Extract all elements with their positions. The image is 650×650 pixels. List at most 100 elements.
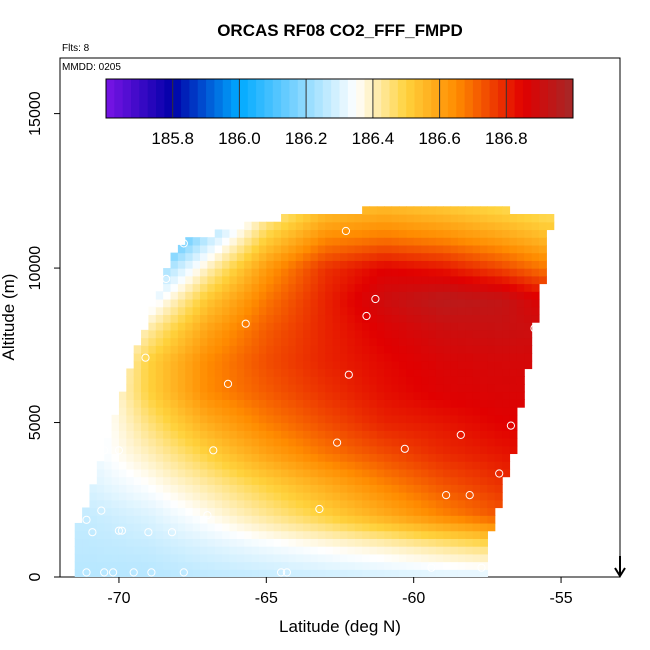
heatmap-cell: [421, 530, 430, 539]
heatmap-cell: [222, 422, 231, 431]
heatmap-cell: [398, 399, 407, 408]
heatmap-cell: [347, 360, 356, 370]
heatmap-cell: [111, 530, 120, 539]
heatmap-cell: [222, 260, 231, 269]
heatmap-cell: [362, 391, 371, 400]
heatmap-cell: [406, 430, 415, 439]
heatmap-cell: [398, 437, 407, 447]
heatmap-cell: [185, 298, 194, 308]
heatmap-cell: [465, 476, 474, 485]
heatmap-cell: [295, 275, 304, 285]
heatmap-cell: [480, 569, 488, 577]
heatmap-cell: [487, 422, 496, 431]
heatmap-cell: [428, 430, 437, 439]
heatmap-cell: [229, 237, 238, 246]
heatmap-cell: [376, 430, 385, 439]
heatmap-cell: [376, 437, 385, 447]
heatmap-cell: [457, 368, 466, 377]
heatmap-cell: [96, 522, 105, 532]
heatmap-cell: [163, 391, 172, 400]
heatmap-cell: [177, 329, 186, 339]
heatmap-cell: [398, 383, 407, 393]
heatmap-cell: [214, 244, 223, 254]
heatmap-cell: [421, 322, 430, 331]
heatmap-cell: [74, 538, 83, 547]
heatmap-cell: [244, 553, 253, 563]
heatmap-cell: [354, 345, 363, 354]
heatmap-cell: [244, 546, 253, 555]
heatmap-cell: [104, 461, 113, 470]
heatmap-cell: [421, 306, 430, 316]
heatmap-cell: [406, 445, 415, 455]
heatmap-cell: [177, 569, 186, 577]
heatmap-cell: [207, 546, 216, 555]
heatmap-cell: [82, 522, 91, 532]
heatmap-cell: [443, 437, 452, 447]
heatmap-cell: [347, 244, 356, 254]
heatmap-cell: [391, 476, 400, 485]
heatmap-cell: [472, 507, 481, 516]
heatmap-cell: [317, 569, 326, 577]
heatmap-cell: [531, 260, 540, 269]
heatmap-cell: [480, 221, 488, 231]
heatmap-cell: [384, 515, 393, 524]
heatmap-cell: [332, 229, 341, 238]
heatmap-cell: [362, 260, 371, 269]
heatmap-cell: [163, 499, 172, 509]
heatmap-cell: [347, 291, 356, 300]
heatmap-cell: [421, 561, 430, 570]
heatmap-cell: [303, 522, 312, 532]
heatmap-cell: [185, 553, 194, 563]
heatmap-cell: [406, 237, 415, 246]
heatmap-cell: [428, 353, 437, 362]
sample-point: [144, 528, 153, 537]
heatmap-cell: [369, 337, 378, 346]
heatmap-cell: [465, 322, 474, 331]
heatmap-cell: [258, 260, 267, 269]
heatmap-cell: [200, 283, 208, 292]
heatmap-cell: [494, 414, 503, 424]
heatmap-cell: [421, 345, 430, 354]
heatmap-cell: [236, 329, 245, 339]
heatmap-cell: [273, 407, 282, 416]
heatmap-cell: [281, 499, 290, 509]
heatmap-cell: [214, 522, 223, 532]
heatmap-cell: [494, 322, 503, 331]
heatmap-cell: [155, 445, 164, 455]
heatmap-cell: [413, 229, 422, 238]
sample-point: [114, 446, 124, 455]
heatmap-cell: [480, 214, 488, 223]
heatmap-cell: [494, 407, 503, 416]
heatmap-cell: [214, 437, 223, 447]
heatmap-cell: [177, 275, 186, 285]
heatmap-cell: [192, 530, 201, 539]
colorbar-segment: [389, 79, 399, 118]
heatmap-cell: [266, 414, 275, 424]
heatmap-cell: [435, 530, 444, 539]
heatmap-cell: [207, 569, 216, 577]
heatmap-cell: [118, 484, 127, 493]
heatmap-cell: [126, 468, 135, 478]
heatmap-cell: [428, 329, 437, 339]
heatmap-cell: [480, 499, 488, 509]
heatmap-cell: [214, 546, 223, 555]
heatmap-cell: [391, 453, 400, 462]
heatmap-cell: [236, 314, 245, 323]
heatmap-cell: [177, 453, 186, 462]
heatmap-cell: [340, 298, 348, 308]
sample-point: [362, 311, 371, 321]
heatmap-cell: [421, 237, 430, 246]
heatmap-cell: [325, 260, 334, 269]
heatmap-cell: [281, 252, 290, 261]
heatmap-cell: [104, 546, 113, 555]
heatmap-cell: [170, 553, 179, 563]
heatmap-cell: [516, 322, 525, 331]
heatmap-cell: [295, 252, 304, 261]
heatmap-cell: [177, 437, 186, 447]
heatmap-cell: [317, 337, 326, 346]
heatmap-cell: [251, 546, 260, 555]
heatmap-cell: [236, 391, 245, 400]
heatmap-cell: [273, 437, 282, 447]
heatmap-cell: [192, 252, 201, 261]
colorbar-segment: [114, 79, 124, 118]
